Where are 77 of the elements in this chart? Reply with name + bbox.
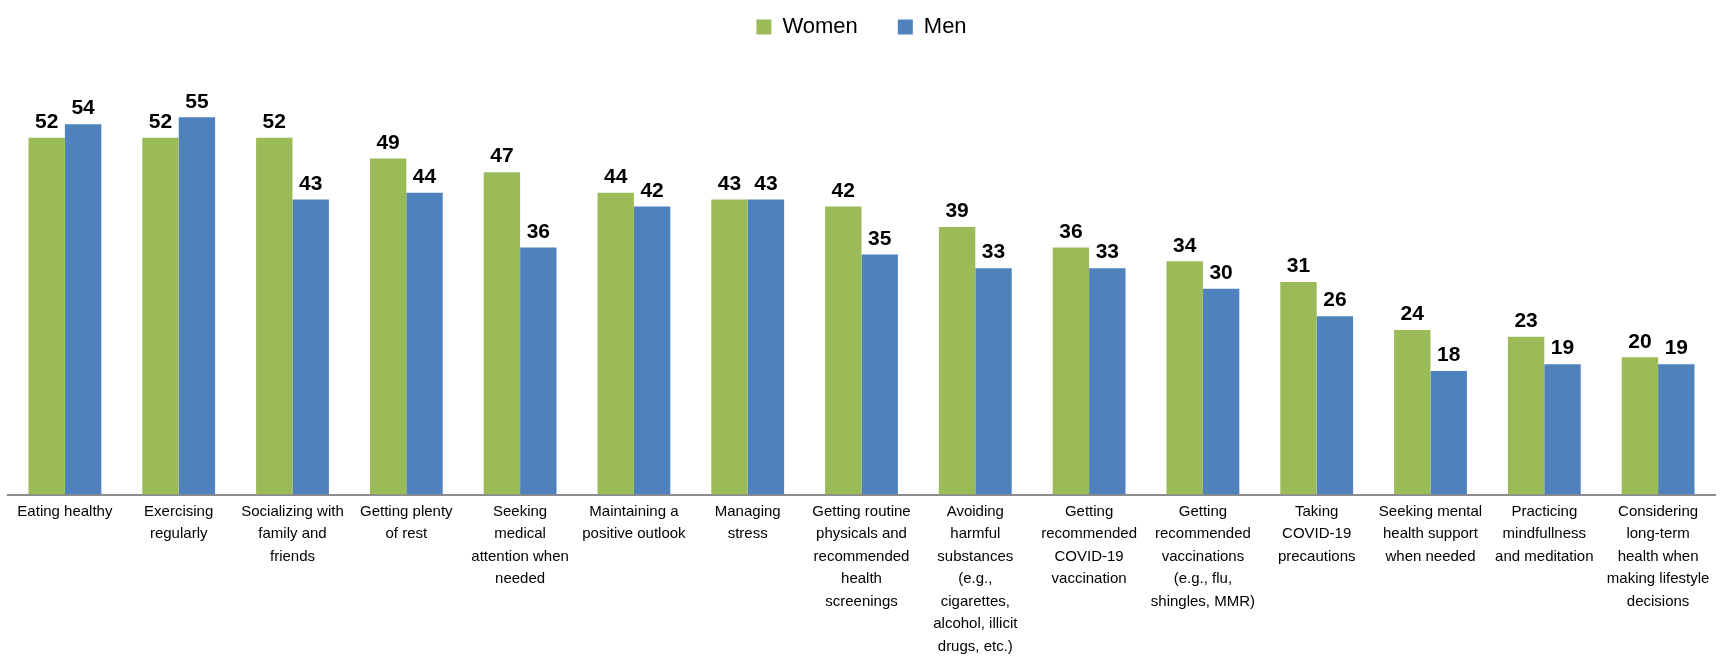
bar (1621, 357, 1659, 495)
data-label: 43 (754, 170, 778, 194)
data-label: 43 (717, 170, 742, 194)
bar (711, 199, 748, 495)
data-label: 34 (1173, 232, 1197, 256)
bar (633, 206, 671, 495)
data-label: 35 (868, 225, 892, 249)
bar (1658, 364, 1695, 495)
x-tick-label: Avoiding harmful substances (e.g., cigarettes, alcohol, illicit drugs, etc.) (933, 501, 1019, 654)
bar (1089, 268, 1126, 495)
data-label: 49 (376, 129, 400, 153)
data-label: 19 (1550, 335, 1575, 359)
data-label: 54 (71, 95, 96, 119)
x-tick-label: Getting routine physicals and recommended health screenings (812, 501, 911, 609)
data-label: 44 (412, 164, 437, 188)
data-label: 19 (1664, 335, 1688, 359)
bar (1202, 288, 1240, 495)
bar (1316, 316, 1354, 495)
data-label: 30 (1209, 260, 1233, 284)
bar (1507, 336, 1545, 495)
data-label: 36 (1059, 218, 1083, 242)
bar (597, 192, 634, 495)
bar (178, 117, 216, 495)
bar (975, 268, 1012, 495)
x-tick-label: Practicing mindfullness and meditation (1495, 501, 1594, 564)
x-tick-label: Seeking medical attention when needed (471, 501, 569, 587)
data-label: 52 (148, 109, 173, 133)
x-tick-label: Considering long-term health when making lifestyle decisions (1606, 501, 1710, 609)
bar (483, 172, 521, 495)
data-label: 31 (1286, 253, 1311, 277)
data-label: 47 (490, 143, 514, 167)
bar (861, 254, 898, 495)
bar (256, 137, 293, 495)
data-label: 52 (35, 109, 59, 133)
data-label: 43 (299, 170, 323, 194)
bar (292, 199, 329, 495)
data-label: 44 (604, 164, 628, 188)
bar (825, 206, 862, 495)
bar (64, 124, 102, 495)
bar (1166, 261, 1203, 495)
x-tick-label: Getting recommended COVID-19 vaccination (1041, 501, 1138, 587)
bar (1544, 364, 1581, 495)
data-label: 33 (1095, 239, 1119, 263)
x-tick-label: Eating healthy (17, 501, 113, 519)
bar (1394, 329, 1431, 495)
data-label: 39 (945, 198, 969, 222)
legend-label: Women (782, 13, 858, 39)
bar (369, 158, 407, 495)
bar (1430, 371, 1467, 495)
data-label: 26 (1323, 287, 1347, 311)
data-label: 23 (1514, 308, 1538, 332)
x-tick-label: Getting recommended vaccinations (e.g., flu, shingles, MMR) (1150, 501, 1255, 609)
bar (1052, 247, 1090, 495)
data-label: 42 (831, 177, 855, 201)
data-label: 36 (526, 218, 550, 242)
data-label: 55 (185, 88, 209, 112)
bar (1280, 281, 1317, 495)
data-label: 42 (640, 177, 664, 201)
x-tick-label: Getting plenty of rest (360, 501, 454, 542)
bar (28, 137, 65, 495)
x-tick-label: Taking COVID-19 precautions (1277, 501, 1356, 564)
data-label: 24 (1400, 301, 1425, 325)
x-tick-label: Maintaining a positive outlook (582, 501, 687, 542)
bar (520, 247, 557, 495)
legend-label: Men (923, 13, 967, 39)
x-tick-label: Managing stress (714, 501, 781, 542)
x-tick-label: Seeking mental health support when needed (1378, 501, 1483, 564)
x-tick-label: Socializing with family and friends (241, 501, 344, 564)
data-label: 33 (981, 239, 1006, 263)
x-tick-label: Exercising regularly (144, 501, 214, 542)
data-label: 20 (1628, 328, 1652, 352)
bar (938, 227, 976, 495)
bar (142, 137, 179, 495)
bar (747, 199, 785, 495)
data-label: 18 (1437, 342, 1461, 366)
data-label: 52 (262, 109, 286, 133)
bar (406, 192, 443, 495)
